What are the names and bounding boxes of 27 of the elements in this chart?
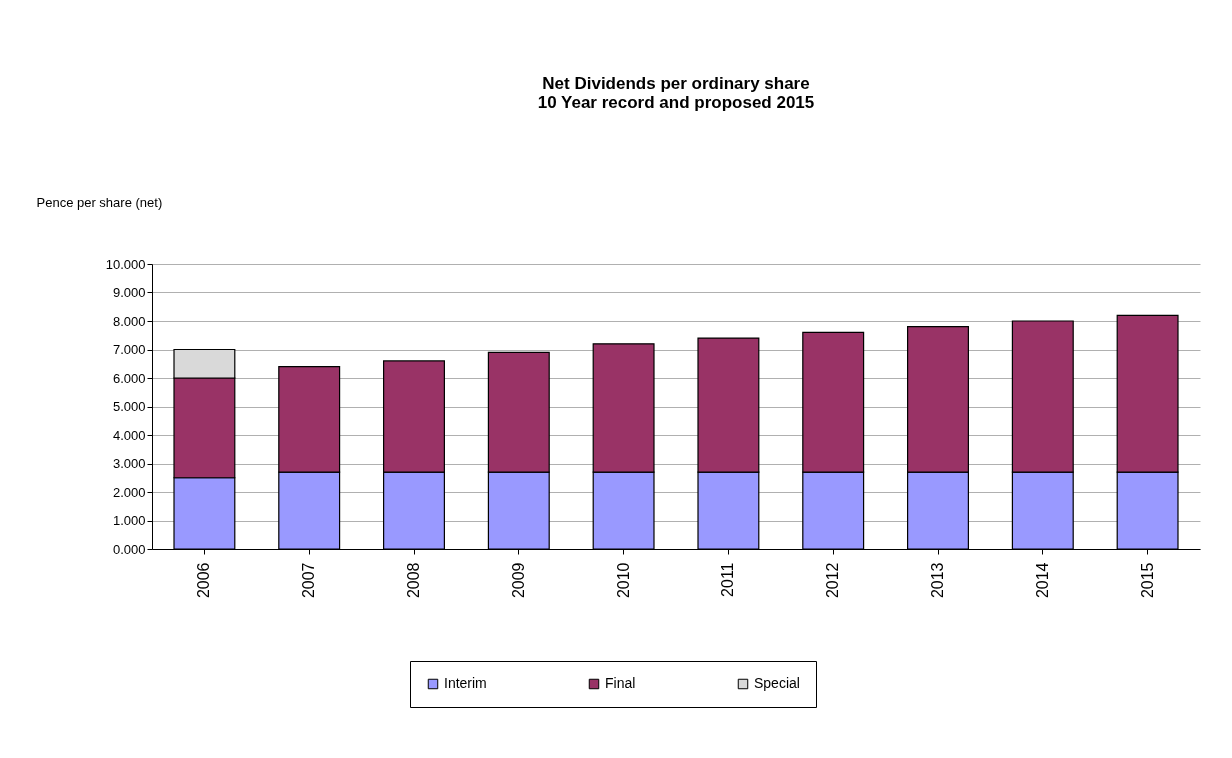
x-tick-label: 2012 <box>824 562 842 599</box>
chart-subtitle: 10 Year record and proposed 2015 <box>537 93 815 112</box>
legend-label: Special <box>754 675 800 691</box>
y-tick-label: 5.000 <box>112 399 146 414</box>
y-tick-label: 2.000 <box>112 484 146 500</box>
y-axis-title: Pence per share (net) <box>36 194 163 210</box>
y-tick-label: 4.000 <box>112 427 146 443</box>
y-tick-label: 3.000 <box>112 456 146 471</box>
y-tick-label: 7.000 <box>112 342 146 357</box>
y-tick-label: 9.000 <box>112 285 146 300</box>
x-tick-label: 2011 <box>719 562 737 597</box>
x-tick-label: 2015 <box>1138 562 1156 599</box>
x-tick-label: 2010 <box>614 562 632 599</box>
legend-label: Interim <box>444 675 487 691</box>
x-tick-label: 2006 <box>195 562 213 599</box>
x-tick-label: 2013 <box>929 562 946 599</box>
y-tick-label: 1.000 <box>112 513 146 528</box>
x-tick-label: 2008 <box>405 562 422 599</box>
x-tick-label: 2009 <box>509 562 527 599</box>
y-tick-label: 0.000 <box>112 541 146 557</box>
y-tick-label: 10.000 <box>105 256 146 272</box>
x-tick-label: 2014 <box>1033 562 1051 599</box>
x-tick-label: 2007 <box>300 562 318 599</box>
chart-title: Net Dividends per ordinary share <box>542 74 810 93</box>
legend-label: Final <box>605 675 636 691</box>
y-tick-label: 6.000 <box>112 370 146 386</box>
y-tick-label: 8.000 <box>112 313 146 329</box>
